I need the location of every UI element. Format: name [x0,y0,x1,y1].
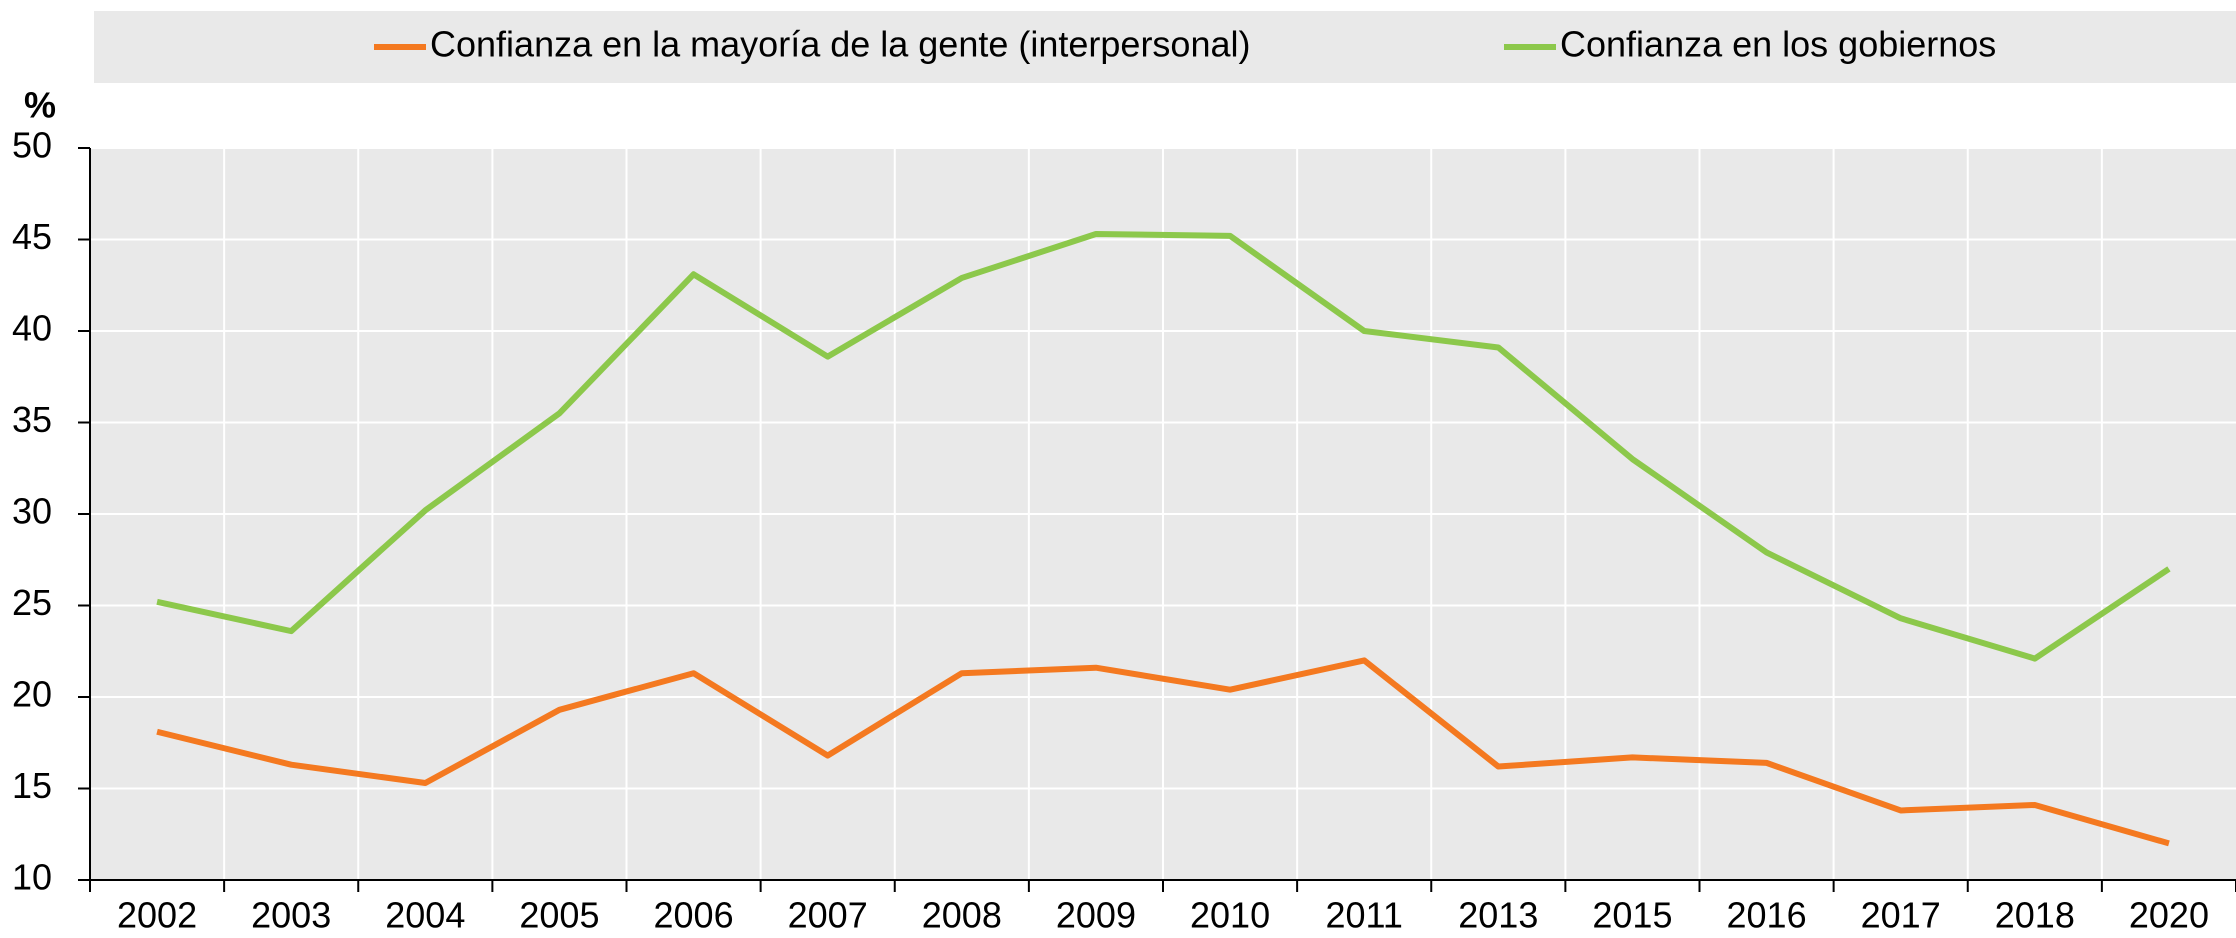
legend-label: Confianza en los gobiernos [1560,24,1996,65]
y-tick-label: 40 [12,308,52,349]
series-line [156,657,2170,847]
y-tick-label: 35 [12,399,52,440]
x-tick-label: 2013 [1458,895,1538,936]
x-tick-label: 2003 [251,895,331,936]
x-tick-label: 2010 [1190,895,1270,936]
y-tick-label: 25 [12,582,52,623]
x-tick-label: 2011 [1325,895,1402,936]
x-tick-label: 2002 [117,895,197,936]
series-line [156,231,2171,662]
y-tick-label: 45 [12,216,52,257]
y-tick-label: 20 [12,674,52,715]
x-tick-label: 2020 [2129,895,2209,936]
x-tick-label: 2015 [1592,895,1672,936]
x-tick-label: 2007 [788,895,868,936]
y-tick-label: 10 [12,857,52,898]
x-tick-label: 2008 [922,895,1002,936]
legend-label: Confianza en la mayoría de la gente (int… [430,24,1250,65]
y-tick-label: 30 [12,491,52,532]
y-tick-label: 50 [12,125,52,166]
x-tick-label: 2016 [1727,895,1807,936]
x-tick-label: 2006 [654,895,734,936]
y-axis-label: % [24,85,56,126]
legend-background [94,11,2236,83]
x-tick-label: 2017 [1861,895,1941,936]
x-tick-label: 2018 [1995,895,2075,936]
x-tick-label: 2009 [1056,895,1136,936]
y-tick-label: 15 [12,765,52,806]
x-tick-label: 2005 [519,895,599,936]
x-tick-label: 2004 [385,895,465,936]
